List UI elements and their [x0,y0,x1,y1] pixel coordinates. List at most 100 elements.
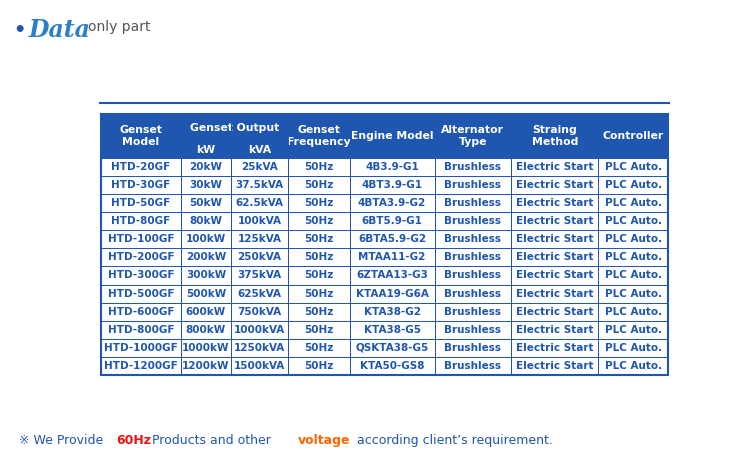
Bar [231,143,288,158]
Bar [288,212,350,230]
Text: 50Hz: 50Hz [304,289,334,299]
Text: 50Hz: 50Hz [304,162,334,172]
Bar [598,303,668,321]
Bar [231,176,288,194]
Text: 100kVA: 100kVA [238,216,281,226]
Text: ※ We Provide: ※ We Provide [19,434,107,447]
Text: 50kW: 50kW [190,198,223,208]
Text: Brushless: Brushless [445,180,502,190]
Bar [512,339,598,357]
Text: PLC Auto.: PLC Auto. [604,307,662,317]
Text: 750kVA: 750kVA [238,307,282,317]
Bar [512,249,598,266]
Bar [100,114,181,143]
Bar [231,339,288,357]
Bar [598,321,668,339]
Text: voltage: voltage [298,434,350,447]
Text: HTD-100GF: HTD-100GF [107,234,174,244]
Bar [350,249,434,266]
Text: 62.5kVA: 62.5kVA [236,198,284,208]
Text: 50Hz: 50Hz [304,361,334,371]
Bar [100,212,181,230]
Text: HTD-1000GF: HTD-1000GF [104,343,178,353]
Text: Genset Output: Genset Output [190,123,279,133]
Text: 600kW: 600kW [186,307,226,317]
Text: Electric Start: Electric Start [516,343,593,353]
Bar [598,266,668,285]
Bar [288,158,350,176]
Bar [231,303,288,321]
Bar [434,285,512,303]
Bar [350,143,434,158]
Bar [181,339,231,357]
Text: 1500kVA: 1500kVA [234,361,285,371]
Text: PLC Auto.: PLC Auto. [604,252,662,263]
Bar [288,176,350,194]
Text: 1000kW: 1000kW [182,343,230,353]
Bar [350,158,434,176]
Bar [598,176,668,194]
Bar [231,114,288,143]
Text: Electric Start: Electric Start [516,307,593,317]
Bar [288,114,350,143]
Text: PLC Auto.: PLC Auto. [604,289,662,299]
Text: Brushless: Brushless [445,325,502,335]
Text: Electric Start: Electric Start [516,325,593,335]
Text: Alternator
Type: Alternator Type [442,125,505,146]
Text: 30kW: 30kW [190,180,223,190]
Text: 50Hz: 50Hz [304,180,334,190]
Text: PLC Auto.: PLC Auto. [604,343,662,353]
Bar [100,357,181,375]
Bar [350,339,434,357]
Bar [434,114,512,143]
Bar [434,249,512,266]
Bar [100,266,181,285]
Bar [181,143,231,158]
Bar [181,230,231,249]
Bar [288,303,350,321]
Bar [350,212,434,230]
Bar [288,230,350,249]
Bar [512,230,598,249]
Text: 37.5kVA: 37.5kVA [236,180,284,190]
Bar [598,114,668,143]
Text: Brushless: Brushless [445,271,502,280]
Bar [181,249,231,266]
Text: PLC Auto.: PLC Auto. [604,180,662,190]
Text: 1000kVA: 1000kVA [234,325,285,335]
Bar [181,158,231,176]
Bar [100,230,181,249]
Text: Straing
Method: Straing Method [532,125,578,146]
Text: 50Hz: 50Hz [304,234,334,244]
Bar [100,143,181,158]
Bar [512,266,598,285]
Bar [288,249,350,266]
Text: MTAA11-G2: MTAA11-G2 [358,252,426,263]
Bar [350,285,434,303]
Bar [231,158,288,176]
Text: HTD-300GF: HTD-300GF [107,271,174,280]
Text: PLC Auto.: PLC Auto. [604,162,662,172]
Bar [434,176,512,194]
Text: 250kVA: 250kVA [238,252,281,263]
Text: KTA38-G2: KTA38-G2 [364,307,421,317]
Text: 375kVA: 375kVA [238,271,282,280]
Bar [512,143,598,158]
Text: HTD-80GF: HTD-80GF [111,216,170,226]
Text: KTA38-G5: KTA38-G5 [364,325,421,335]
Text: Engine Model: Engine Model [351,131,433,141]
Bar [512,357,598,375]
Bar [350,321,434,339]
Bar [598,249,668,266]
Bar [434,303,512,321]
Bar [598,285,668,303]
Bar [598,212,668,230]
Bar [350,266,434,285]
Bar [434,230,512,249]
Bar [434,143,512,158]
Text: Brushless: Brushless [445,234,502,244]
Bar [434,212,512,230]
Text: Electric Start: Electric Start [516,216,593,226]
Bar [181,212,231,230]
Text: Brushless: Brushless [445,343,502,353]
